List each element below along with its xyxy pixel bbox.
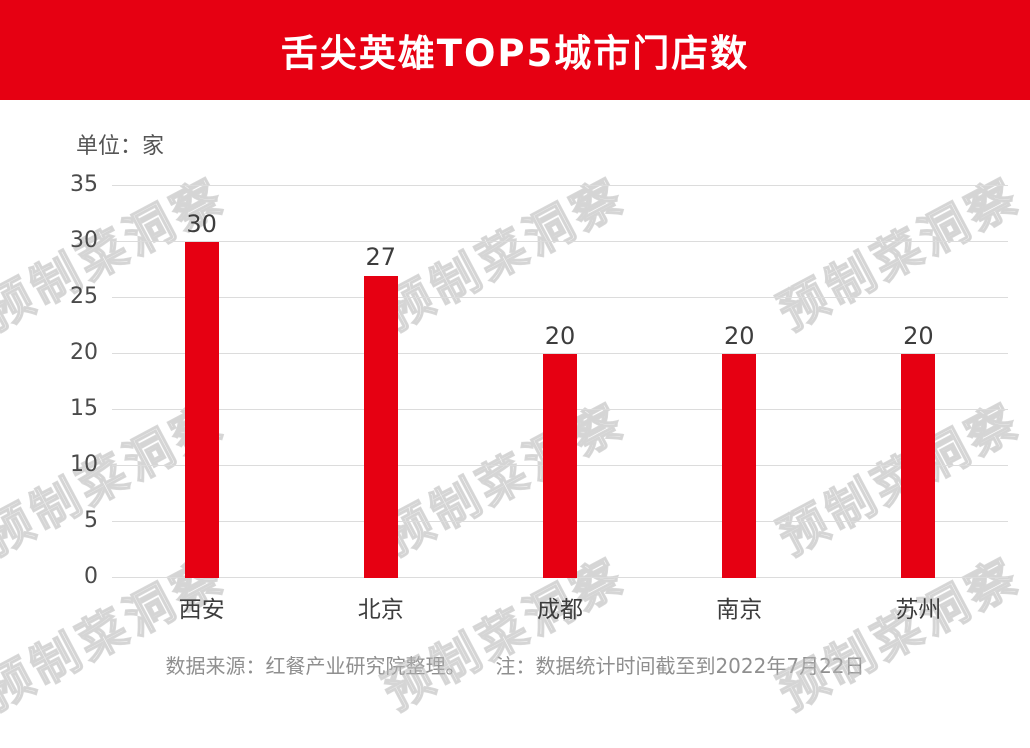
bar-value-label: 20 — [723, 321, 755, 350]
x-axis-label: 北京 — [357, 597, 404, 623]
bar-column: 27 — [291, 186, 470, 578]
bar-西安 — [184, 242, 219, 578]
x-axis-label: 苏州 — [895, 597, 942, 623]
y-axis-tick-label: 25 — [70, 284, 98, 309]
bar-value-label: 30 — [186, 209, 217, 238]
x-axis-labels: 西安 北京 成都 南京 苏州 — [112, 590, 1008, 624]
y-axis-tick-label: 5 — [84, 508, 98, 533]
y-axis-tick-label: 30 — [70, 228, 98, 253]
y-axis-tick-label: 15 — [70, 396, 98, 421]
bar-北京 — [363, 275, 398, 578]
x-axis-label: 成都 — [537, 597, 583, 623]
chart-title-bar: 舌尖英雄TOP5城市门店数 — [0, 0, 1030, 100]
unit-label: 单位：家 — [76, 134, 165, 159]
y-axis-tick-label: 0 — [84, 564, 98, 589]
x-axis-label: 南京 — [716, 597, 763, 623]
bar-column: 20 — [470, 186, 649, 578]
bars-layer: 30 27 20 20 20 — [112, 186, 1008, 578]
bar-成都 — [543, 354, 577, 578]
source-note: 数据来源：红餐产业研究院整理。 注：数据统计时间截至到2022年7月22日 — [165, 654, 865, 678]
bar-value-label: 27 — [365, 243, 397, 272]
bar-value-label: 20 — [903, 321, 934, 350]
gridline: 30 — [70, 228, 1008, 253]
y-axis-tick-label: 20 — [70, 340, 98, 365]
bar-苏州 — [901, 354, 936, 578]
chart-title: 舌尖英雄TOP5城市门店数 — [280, 32, 750, 75]
plot-area: 0 5 10 15 20 25 30 35 30 27 20 20 20 — [70, 172, 1008, 589]
bar-column: 20 — [650, 186, 829, 578]
y-axis-tick-label: 10 — [70, 452, 98, 477]
x-axis-label: 西安 — [178, 597, 225, 623]
gridline: 20 — [70, 340, 1008, 365]
bar-南京 — [722, 354, 757, 578]
bar-value-label: 20 — [544, 321, 576, 350]
y-axis-tick-label: 35 — [70, 172, 98, 197]
bar-column: 30 — [112, 186, 291, 578]
bar-column: 20 — [829, 186, 1008, 578]
gridline: 35 — [70, 172, 1008, 197]
gridline: 25 — [70, 284, 1008, 309]
